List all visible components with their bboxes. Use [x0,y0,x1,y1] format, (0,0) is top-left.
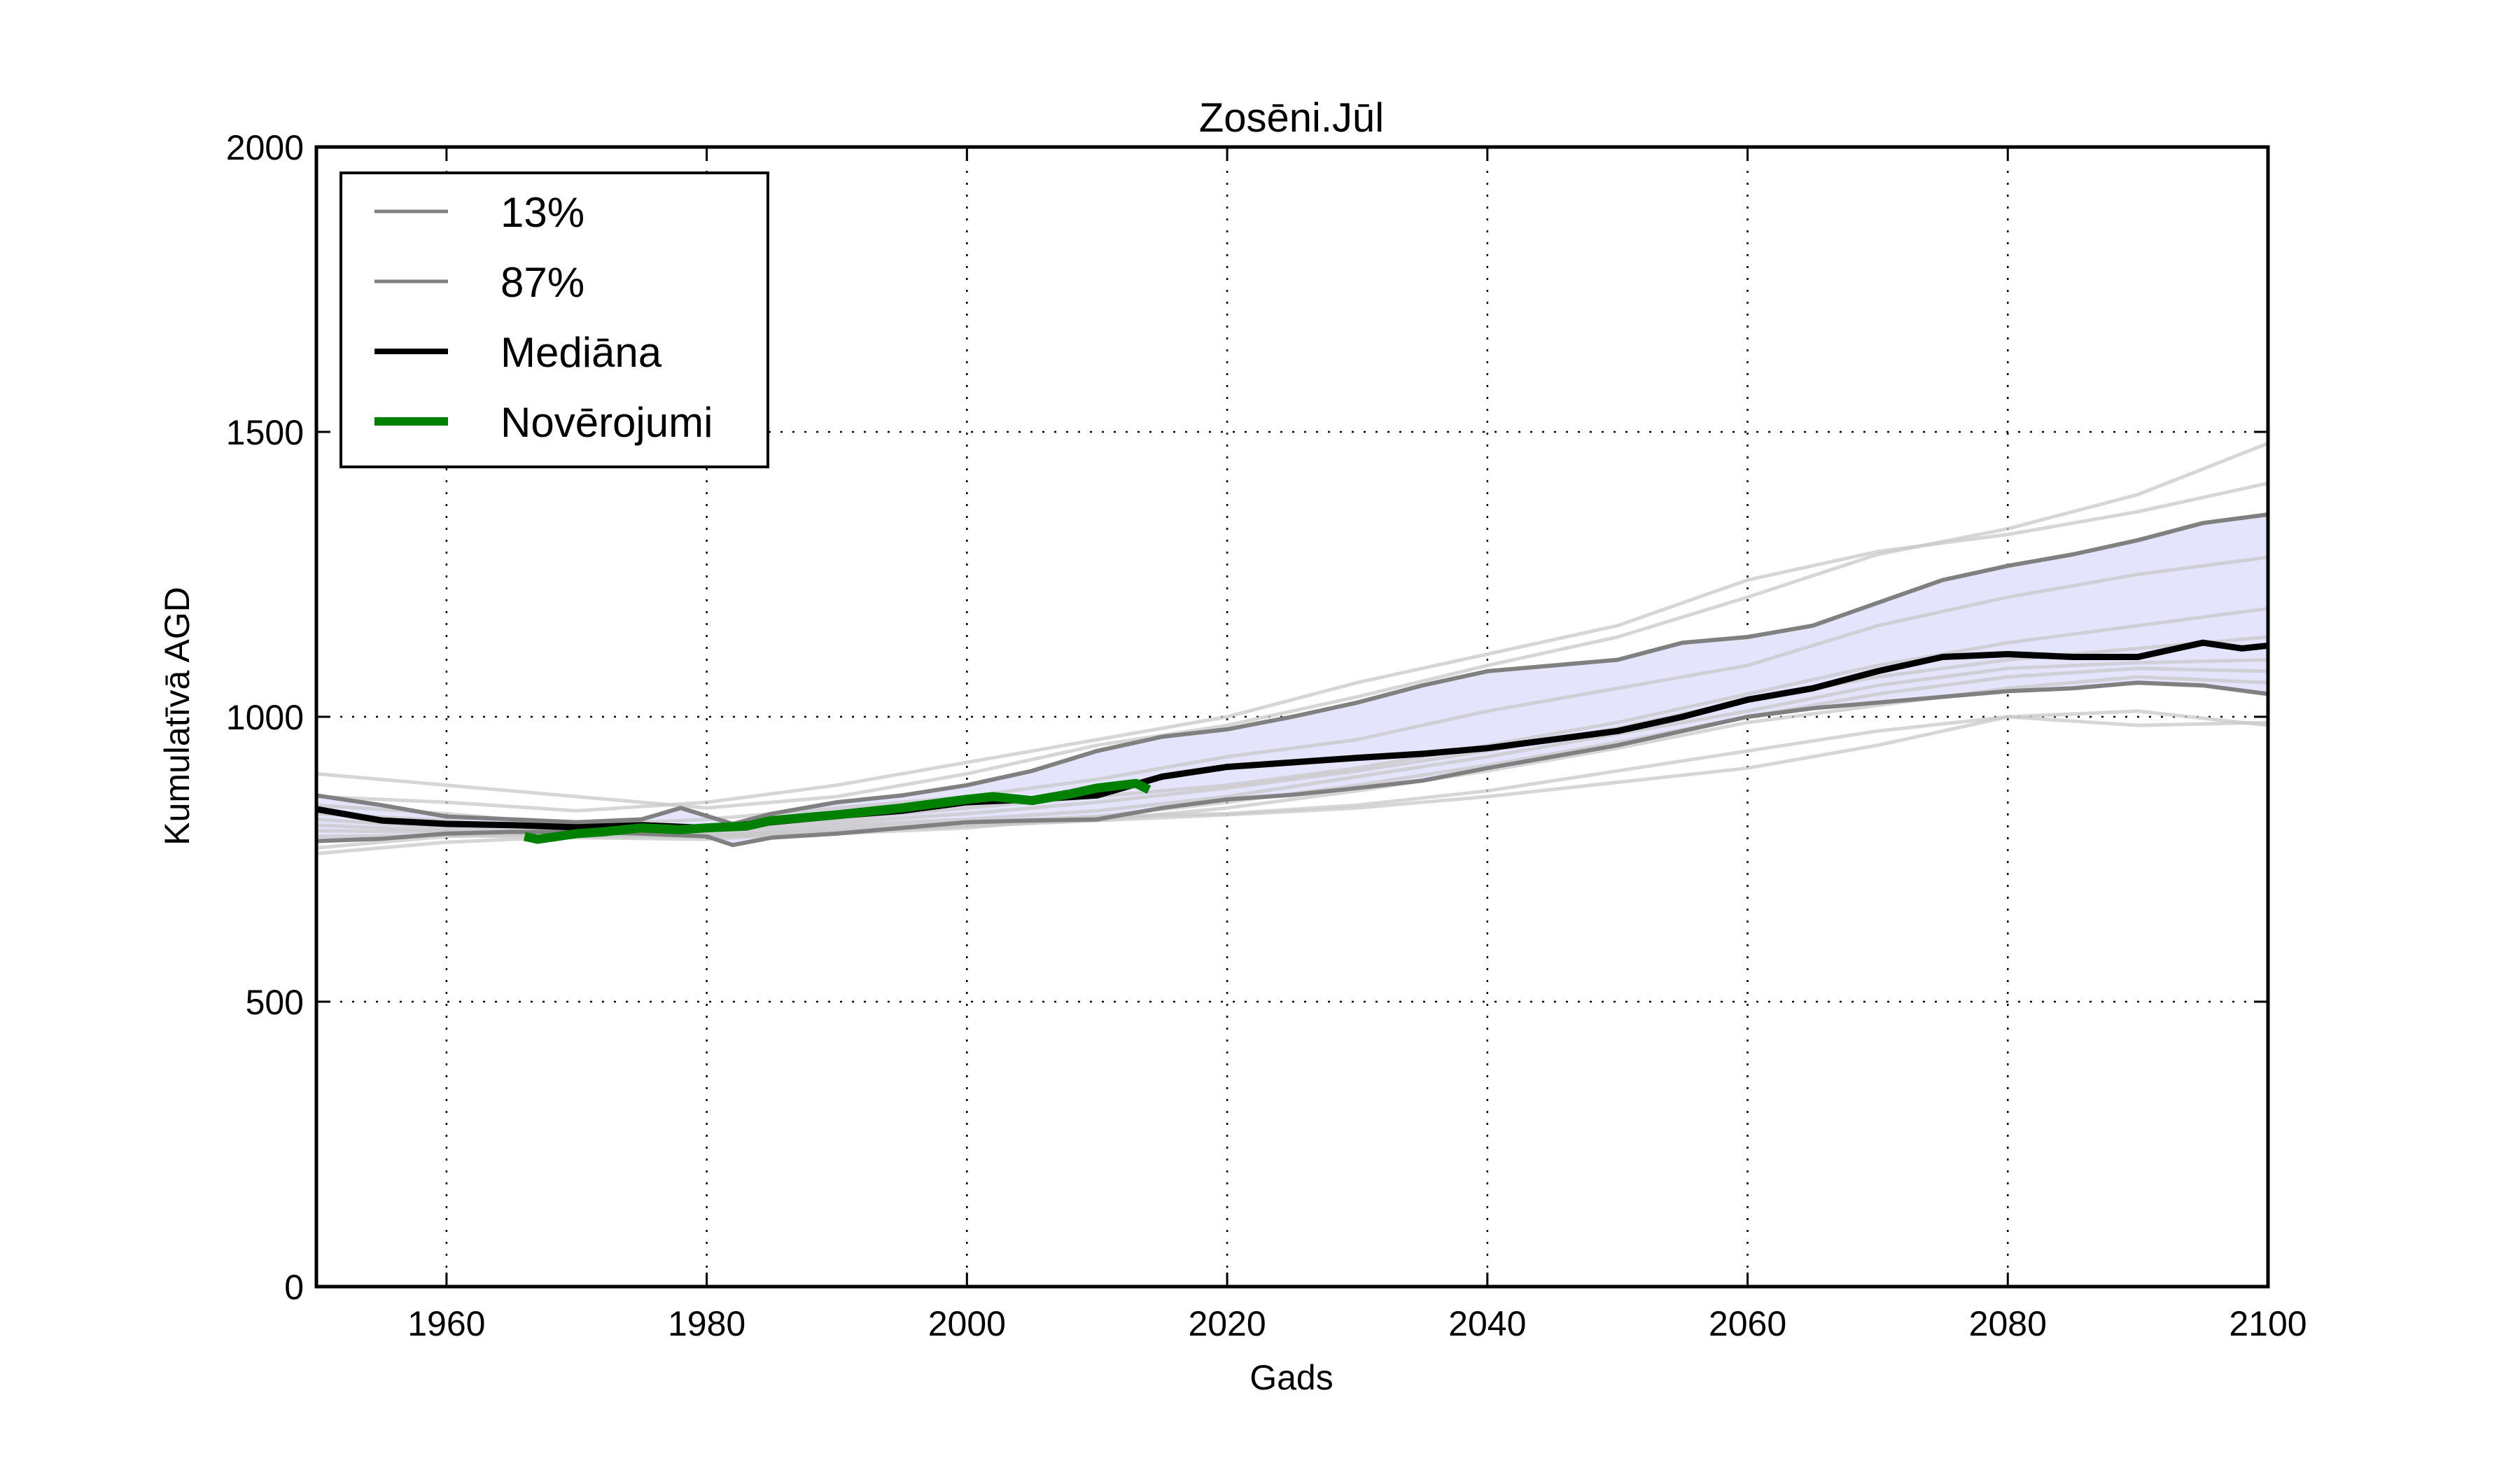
legend: 13% 87% Mediāna Novērojumi [340,172,769,468]
ensemble-line-10 [316,709,2269,855]
legend-label-obs: Novērojumi [500,399,713,446]
y-axis-title: Kumulatīvā AGD [158,587,197,846]
x-axis-title: Gads [1250,1358,1334,1397]
series-line-p87 [316,512,2269,826]
x-tick-label: 2040 [1448,1304,1526,1343]
y-tick-label: 1000 [226,698,304,737]
x-tick-label: 1960 [407,1304,485,1343]
series-line-obs [524,778,1152,844]
legend-label-median: Mediāna [500,329,662,376]
series-line-p13 [316,680,2269,848]
axis-ticks: 1960 1980 2000 2020 2040 2060 2080 2100 0 500 1000… [226,128,2307,1343]
x-tick-label: 2020 [1188,1304,1266,1343]
legend-label-p13: 13% [500,189,584,236]
ensemble-line-2 [316,481,2269,813]
chart-title: Zosēni.Jūl [1199,95,1384,141]
series-lines [316,512,2269,848]
y-tick-label: 500 [246,983,304,1022]
x-tick-label: 2080 [1969,1304,2047,1343]
y-tick-label: 2000 [226,128,304,167]
x-tick-label: 1980 [668,1304,746,1343]
x-tick-label: 2100 [2229,1304,2306,1343]
legend-label-p87: 87% [500,259,584,306]
x-tick-label: 2060 [1709,1304,1786,1343]
y-tick-label: 0 [284,1268,304,1307]
x-tick-label: 2000 [928,1304,1006,1343]
y-tick-label: 1500 [226,413,304,452]
